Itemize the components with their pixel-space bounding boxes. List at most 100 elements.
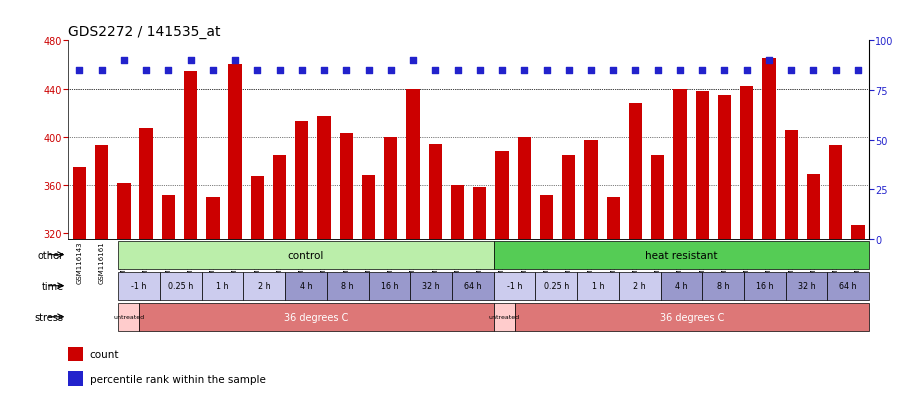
Bar [327, 272, 369, 300]
Text: 16 h: 16 h [380, 282, 399, 290]
Bar [785, 272, 827, 300]
Bar [584, 141, 598, 240]
Point [472, 68, 487, 74]
Point [428, 68, 442, 74]
Text: -1 h: -1 h [507, 282, 522, 290]
Point [672, 68, 687, 74]
Bar [540, 195, 553, 240]
Bar [68, 371, 83, 386]
Bar [118, 241, 493, 269]
Bar [718, 95, 731, 240]
Point [740, 68, 754, 74]
Point [250, 68, 265, 74]
Text: 8 h: 8 h [717, 282, 729, 290]
Bar [139, 303, 493, 331]
Bar [763, 59, 775, 240]
Point [628, 68, 642, 74]
Point [651, 68, 665, 74]
Text: 4 h: 4 h [675, 282, 688, 290]
Text: -1 h: -1 h [131, 282, 147, 290]
Point [161, 68, 176, 74]
Bar [535, 272, 577, 300]
Text: control: control [288, 250, 324, 260]
Bar [450, 185, 464, 240]
Point [339, 68, 354, 74]
Text: untreated: untreated [489, 314, 520, 320]
Point [784, 68, 798, 74]
Bar [285, 272, 327, 300]
Bar [851, 225, 864, 240]
Text: 36 degrees C: 36 degrees C [660, 312, 724, 322]
Bar [577, 272, 619, 300]
Text: 1 h: 1 h [592, 282, 604, 290]
Bar [118, 272, 160, 300]
Text: untreated: untreated [113, 314, 145, 320]
Bar [740, 87, 753, 240]
Bar [619, 272, 661, 300]
Bar [118, 303, 139, 331]
Text: 2 h: 2 h [258, 282, 270, 290]
Point [183, 58, 197, 64]
Text: 16 h: 16 h [756, 282, 773, 290]
Point [583, 68, 598, 74]
Bar [369, 272, 410, 300]
Point [95, 68, 109, 74]
Text: 0.25 h: 0.25 h [543, 282, 569, 290]
Bar [493, 303, 514, 331]
Point [139, 68, 154, 74]
Point [228, 58, 242, 64]
Text: 32 h: 32 h [798, 282, 815, 290]
Point [806, 68, 821, 74]
Bar [514, 303, 869, 331]
Bar [73, 167, 86, 240]
Bar [139, 129, 153, 240]
Text: 36 degrees C: 36 degrees C [284, 312, 349, 322]
Bar [607, 197, 620, 240]
Bar [452, 272, 493, 300]
Bar [562, 155, 575, 240]
Text: stress: stress [35, 312, 64, 322]
Bar [184, 71, 197, 240]
Point [72, 68, 86, 74]
Bar [629, 104, 642, 240]
Bar [829, 146, 843, 240]
Text: 64 h: 64 h [464, 282, 481, 290]
Bar [160, 272, 202, 300]
Text: 4 h: 4 h [299, 282, 312, 290]
Text: 64 h: 64 h [839, 282, 857, 290]
Bar [651, 155, 664, 240]
Point [606, 68, 621, 74]
Text: heat resistant: heat resistant [645, 250, 718, 260]
Text: 0.25 h: 0.25 h [168, 282, 194, 290]
Point [828, 68, 843, 74]
Point [206, 68, 220, 74]
Bar [493, 272, 535, 300]
Text: count: count [89, 350, 119, 360]
Point [495, 68, 510, 74]
Bar [518, 138, 531, 240]
Point [317, 68, 331, 74]
Bar [695, 92, 709, 240]
Bar [228, 65, 242, 240]
Text: time: time [42, 281, 64, 291]
Text: 8 h: 8 h [341, 282, 354, 290]
Bar [410, 272, 452, 300]
Bar [117, 183, 130, 240]
Text: other: other [37, 250, 64, 260]
Bar [744, 272, 785, 300]
Point [762, 58, 776, 64]
Bar [473, 188, 487, 240]
Bar [407, 89, 420, 240]
Text: 2 h: 2 h [633, 282, 646, 290]
Bar [384, 138, 398, 240]
Bar [162, 195, 175, 240]
Point [517, 68, 531, 74]
Bar [827, 272, 869, 300]
Point [361, 68, 376, 74]
Bar [207, 197, 219, 240]
Text: 1 h: 1 h [217, 282, 228, 290]
Bar [673, 89, 687, 240]
Point [383, 68, 398, 74]
Point [717, 68, 732, 74]
Bar [807, 175, 820, 240]
